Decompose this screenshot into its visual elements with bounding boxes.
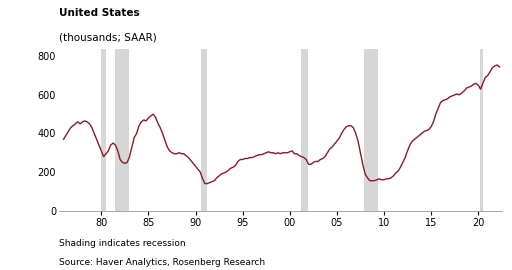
- Text: (thousands; SAAR): (thousands; SAAR): [59, 32, 157, 42]
- Bar: [101, 49, 106, 211]
- Text: Shading indicates recession: Shading indicates recession: [59, 239, 185, 248]
- Text: United States: United States: [59, 8, 139, 18]
- Bar: [201, 49, 207, 211]
- Bar: [480, 49, 483, 211]
- Text: Source: Haver Analytics, Rosenberg Research: Source: Haver Analytics, Rosenberg Resea…: [59, 258, 265, 266]
- Bar: [364, 49, 378, 211]
- Bar: [301, 49, 308, 211]
- Bar: [115, 49, 129, 211]
